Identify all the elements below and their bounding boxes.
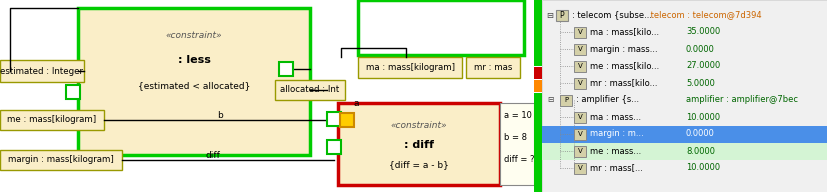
Bar [574,163,586,174]
Text: margin : mass[kilogram]: margin : mass[kilogram] [8,156,114,165]
Text: 10.0000: 10.0000 [686,113,720,122]
Bar [327,140,341,154]
Text: V: V [577,114,582,120]
Text: mr : mas: mr : mas [474,63,512,71]
Text: 0.0000: 0.0000 [686,129,715,138]
Bar [358,57,462,78]
Bar [340,113,354,127]
Text: «constraint»: «constraint» [390,121,447,129]
Text: ma : mass[kilo...: ma : mass[kilo... [590,27,659,36]
Bar [275,80,345,100]
Bar [574,27,586,38]
Text: V: V [577,131,582,137]
Bar [560,95,572,106]
Bar [66,85,80,99]
Bar [0,60,84,82]
Text: allocated : Int: allocated : Int [280,85,340,94]
Bar [542,0,827,192]
Bar [279,62,293,76]
Bar [0,150,122,170]
Text: amplifier : amplifier@7bec: amplifier : amplifier@7bec [686,95,798,104]
Text: 5.0000: 5.0000 [686,79,715,88]
Bar [574,112,586,123]
Text: «constraint»: «constraint» [165,31,222,41]
Bar [534,80,542,92]
Text: V: V [577,63,582,69]
Text: ma : mass[kilogram]: ma : mass[kilogram] [366,63,455,71]
Text: 8.0000: 8.0000 [686,146,715,156]
Text: margin : mass...: margin : mass... [590,45,657,54]
Text: diff: diff [206,151,221,160]
Text: P: P [564,97,568,103]
Bar [0,110,104,130]
Text: ⊟: ⊟ [546,11,553,20]
Text: P: P [560,11,564,20]
Text: V: V [577,165,582,171]
Text: : telecom {subse...: : telecom {subse... [572,11,652,20]
Bar [534,0,542,66]
Text: margin : m...: margin : m... [590,129,643,138]
Text: {estimated < allocated}: {estimated < allocated} [138,81,251,90]
Bar [574,129,586,140]
Text: me : mass...: me : mass... [590,146,641,156]
Text: V: V [577,29,582,35]
Text: ⊟: ⊟ [547,95,553,104]
Text: mr : mass[...: mr : mass[... [590,164,643,172]
Text: V: V [577,46,582,52]
Text: telecom : telecom@7d394: telecom : telecom@7d394 [648,11,762,20]
Text: 0.0000: 0.0000 [686,45,715,54]
Text: : diff: : diff [404,140,434,150]
Bar [466,57,520,78]
Bar [327,112,341,126]
Text: : amplifier {s...: : amplifier {s... [576,95,639,104]
Text: 35.0000: 35.0000 [686,27,720,36]
Bar [556,10,568,21]
Text: 27.0000: 27.0000 [686,61,720,70]
Text: 10.0000: 10.0000 [686,164,720,172]
Text: ma : mass...: ma : mass... [590,113,641,122]
Bar [574,78,586,89]
Bar [542,126,827,143]
Bar [358,0,524,55]
Bar [78,8,310,155]
Bar [500,103,534,185]
Bar [574,146,586,157]
Bar [534,93,542,192]
Text: {diff = a - b}: {diff = a - b} [389,161,449,170]
Text: b = 8: b = 8 [504,132,527,142]
Text: a: a [354,98,360,108]
Text: mr : mass[kilo...: mr : mass[kilo... [590,79,657,88]
Text: b: b [218,111,222,119]
Bar [542,143,827,160]
Bar [534,67,542,79]
Text: a = 10: a = 10 [504,111,532,119]
Text: V: V [577,148,582,154]
Text: me : mass[kilo...: me : mass[kilo... [590,61,659,70]
Text: me : mass[kilogram]: me : mass[kilogram] [7,116,97,124]
Text: estimated : Integer: estimated : Integer [1,66,84,75]
Bar [574,44,586,55]
Bar [574,61,586,72]
Bar [338,103,500,185]
Text: : less: : less [178,55,210,65]
Text: V: V [577,80,582,86]
Text: diff = ?: diff = ? [504,155,534,164]
